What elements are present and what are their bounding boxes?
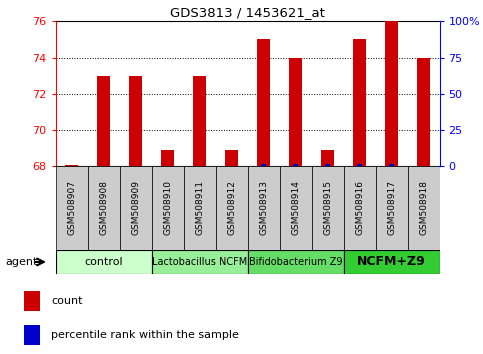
Bar bbox=[325, 164, 330, 166]
Bar bbox=[353, 39, 366, 166]
Bar bbox=[152, 166, 184, 250]
Bar bbox=[56, 166, 87, 250]
Text: NCFM+Z9: NCFM+Z9 bbox=[357, 256, 426, 268]
Text: GSM508917: GSM508917 bbox=[387, 181, 396, 235]
Text: GSM508911: GSM508911 bbox=[195, 181, 204, 235]
Bar bbox=[261, 164, 267, 166]
Bar bbox=[257, 39, 270, 166]
Text: GSM508913: GSM508913 bbox=[259, 181, 268, 235]
Text: percentile rank within the sample: percentile rank within the sample bbox=[51, 330, 239, 340]
Bar bbox=[389, 164, 395, 166]
Bar bbox=[312, 166, 343, 250]
Text: GSM508915: GSM508915 bbox=[323, 181, 332, 235]
Bar bbox=[87, 166, 120, 250]
Bar bbox=[129, 76, 142, 166]
Bar bbox=[152, 250, 248, 274]
Bar bbox=[225, 150, 238, 166]
Text: control: control bbox=[84, 257, 123, 267]
Bar bbox=[248, 250, 343, 274]
Text: GSM508910: GSM508910 bbox=[163, 181, 172, 235]
Text: Lactobacillus NCFM: Lactobacillus NCFM bbox=[152, 257, 247, 267]
Bar bbox=[215, 166, 248, 250]
Bar bbox=[417, 57, 430, 166]
Text: GSM508908: GSM508908 bbox=[99, 181, 108, 235]
Bar bbox=[289, 57, 302, 166]
Bar bbox=[24, 291, 40, 312]
Bar bbox=[280, 166, 312, 250]
Text: GSM508907: GSM508907 bbox=[67, 181, 76, 235]
Bar bbox=[408, 166, 440, 250]
Text: agent: agent bbox=[6, 257, 38, 267]
Bar bbox=[120, 166, 152, 250]
Title: GDS3813 / 1453621_at: GDS3813 / 1453621_at bbox=[170, 6, 325, 19]
Bar bbox=[343, 166, 376, 250]
Bar bbox=[56, 250, 152, 274]
Bar bbox=[376, 166, 408, 250]
Bar bbox=[65, 165, 78, 166]
Bar bbox=[24, 325, 40, 345]
Bar bbox=[385, 21, 398, 166]
Bar bbox=[248, 166, 280, 250]
Bar bbox=[343, 250, 440, 274]
Bar bbox=[184, 166, 215, 250]
Bar bbox=[161, 150, 174, 166]
Text: count: count bbox=[51, 296, 83, 306]
Bar bbox=[321, 150, 334, 166]
Bar bbox=[97, 76, 110, 166]
Text: GSM508909: GSM508909 bbox=[131, 181, 140, 235]
Text: GSM508916: GSM508916 bbox=[355, 181, 364, 235]
Text: GSM508912: GSM508912 bbox=[227, 181, 236, 235]
Bar bbox=[356, 164, 362, 166]
Text: GSM508918: GSM508918 bbox=[419, 181, 428, 235]
Text: GSM508914: GSM508914 bbox=[291, 181, 300, 235]
Text: Bifidobacterium Z9: Bifidobacterium Z9 bbox=[249, 257, 342, 267]
Bar bbox=[193, 76, 206, 166]
Bar bbox=[293, 164, 298, 166]
